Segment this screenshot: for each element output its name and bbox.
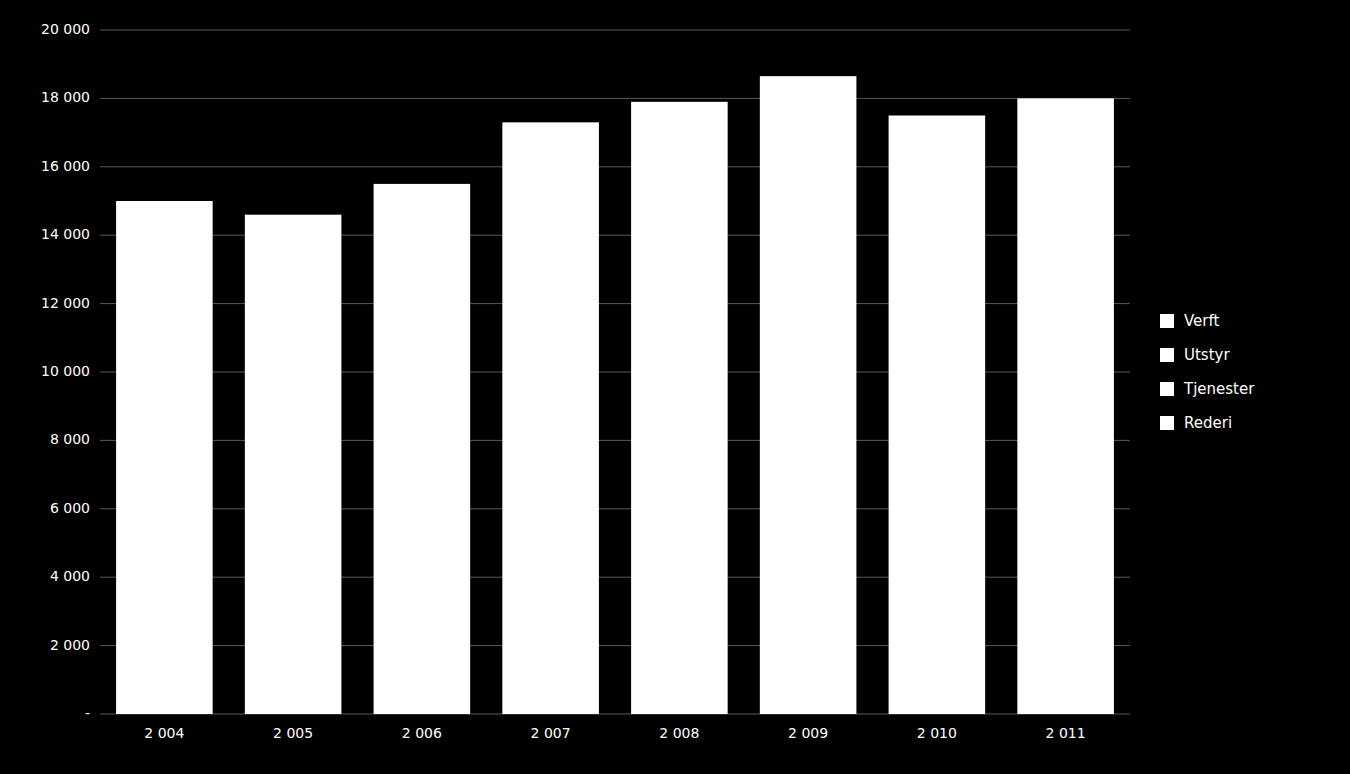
grid-line <box>100 30 1130 31</box>
y-tick-label: 14 000 <box>41 226 90 242</box>
bar <box>245 215 342 714</box>
x-tick-label: 2 005 <box>273 725 313 741</box>
y-tick-label: 20 000 <box>41 21 90 37</box>
y-tick-label: 18 000 <box>41 89 90 105</box>
bar <box>502 122 599 714</box>
y-tick-label: 2 000 <box>50 637 90 653</box>
x-tick-label: 2 011 <box>1046 725 1086 741</box>
y-tick-label: 6 000 <box>50 500 90 516</box>
x-tick-label: 2 006 <box>402 725 442 741</box>
legend-swatch <box>1160 348 1174 362</box>
legend-label: Rederi <box>1184 414 1232 432</box>
legend: Verft Utstyr Tjenester Rederi <box>1160 312 1255 432</box>
x-tick-label: 2 010 <box>917 725 957 741</box>
chart-container: - 2 000 4 000 6 000 8 000 10 000 12 000 14 000 1… <box>0 0 1350 774</box>
y-tick-label: 8 000 <box>50 431 90 447</box>
x-tick-label: 2 009 <box>788 725 828 741</box>
x-axis: 2 004 2 005 2 006 2 007 2 008 2 009 2 010 2 011 <box>144 725 1085 741</box>
y-axis: - 2 000 4 000 6 000 8 000 10 000 12 000 14 000 1… <box>41 21 1130 721</box>
y-tick-label: 12 000 <box>41 295 90 311</box>
legend-label: Tjenester <box>1183 380 1255 398</box>
legend-swatch <box>1160 416 1174 430</box>
legend-swatch <box>1160 382 1174 396</box>
bar <box>1017 98 1114 714</box>
bar <box>116 201 213 714</box>
bar <box>889 116 986 715</box>
bars <box>116 76 1114 714</box>
chart-svg: - 2 000 4 000 6 000 8 000 10 000 12 000 14 000 1… <box>0 0 1350 774</box>
y-tick-label: 4 000 <box>50 568 90 584</box>
grid-line <box>100 98 1130 99</box>
x-tick-label: 2 004 <box>144 725 184 741</box>
bar <box>760 76 857 714</box>
legend-swatch <box>1160 314 1174 328</box>
y-tick-label: 10 000 <box>41 363 90 379</box>
legend-label: Verft <box>1184 312 1220 330</box>
legend-label: Utstyr <box>1184 346 1230 364</box>
background <box>0 0 1350 774</box>
x-tick-label: 2 007 <box>531 725 571 741</box>
x-tick-label: 2 008 <box>659 725 699 741</box>
y-tick-label: 16 000 <box>41 158 90 174</box>
bar <box>631 102 728 714</box>
bar <box>374 184 471 714</box>
y-tick-label: - <box>85 705 90 721</box>
